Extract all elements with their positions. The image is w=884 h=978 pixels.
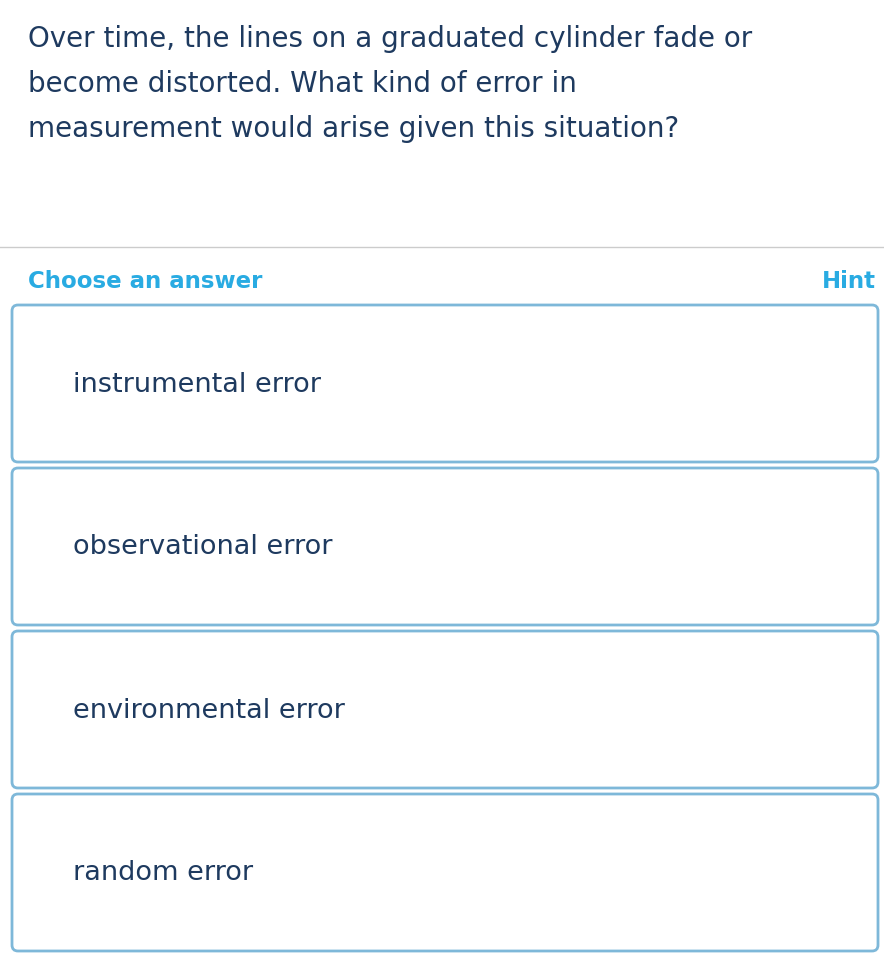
Text: Choose an answer: Choose an answer	[28, 270, 263, 292]
Text: Hint: Hint	[822, 270, 876, 292]
Text: observational error: observational error	[73, 534, 332, 560]
Text: measurement would arise given this situation?: measurement would arise given this situa…	[28, 114, 679, 143]
Text: instrumental error: instrumental error	[73, 371, 321, 397]
Text: random error: random error	[73, 860, 253, 886]
FancyBboxPatch shape	[12, 632, 878, 788]
Text: become distorted. What kind of error in: become distorted. What kind of error in	[28, 70, 577, 98]
FancyBboxPatch shape	[12, 468, 878, 625]
Text: environmental error: environmental error	[73, 696, 345, 723]
FancyBboxPatch shape	[12, 794, 878, 951]
Text: Over time, the lines on a graduated cylinder fade or: Over time, the lines on a graduated cyli…	[28, 25, 752, 53]
FancyBboxPatch shape	[12, 306, 878, 463]
